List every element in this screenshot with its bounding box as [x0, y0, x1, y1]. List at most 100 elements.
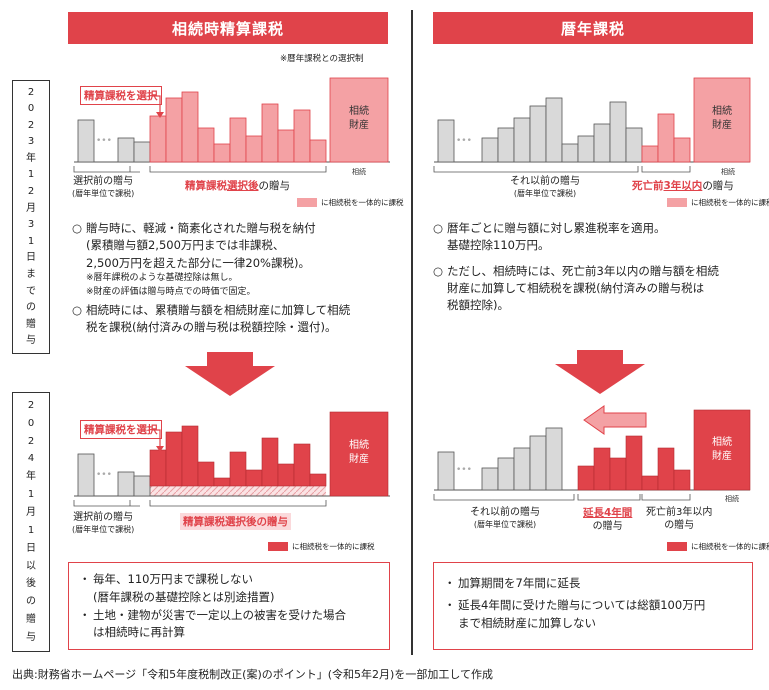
period-2024-char: 2	[27, 435, 35, 447]
header-right: 暦年課税	[433, 12, 753, 44]
bar-gray	[497, 457, 515, 491]
caption-before-top-left: 選択前の贈与 (暦年単位で課税)	[72, 176, 135, 198]
chart-top-right: ••• 相続 財産 相続	[433, 77, 751, 176]
text-top-right: ○ 暦年ごとに贈与額に対し累進税率を適用。 基礎控除110万円。 ○ ただし、相続時に…	[433, 221, 719, 312]
period-2023-char: 日	[26, 252, 36, 264]
period-2024-char: 贈	[26, 614, 36, 626]
estate-label-2: 財産	[349, 118, 369, 131]
bar-gray	[577, 135, 595, 163]
estate-label-1: 相続	[349, 104, 369, 117]
subnote-1: ※暦年課税のような基礎控除は無し。	[86, 272, 238, 283]
period-2023-char: 与	[26, 335, 36, 347]
bar-red	[261, 437, 279, 487]
chart-bottom-left: ••• 相続 財産	[73, 411, 390, 507]
bar-gray	[77, 453, 95, 497]
period-2024-char: 年	[26, 471, 36, 483]
selection-label-top: 精算課税を選択	[80, 86, 162, 105]
info-box-bottom-right: ・加算期間を7年間に延長 ・延長4年間に受けた贈与については総額100万円 まで…	[433, 562, 753, 650]
period-2023-char: 1	[27, 169, 35, 181]
estate-label-2: 財産	[712, 449, 732, 462]
period-2024-char: 4	[27, 453, 35, 465]
down-arrow-left	[185, 352, 275, 396]
period-2023-char: の	[26, 302, 36, 314]
center-divider	[411, 10, 413, 655]
axis-label: 相続	[725, 494, 739, 503]
bar-pink	[181, 91, 199, 163]
period-2023-char: 贈	[26, 318, 36, 330]
bar-gray	[545, 427, 563, 491]
bar-gray	[513, 117, 531, 163]
bar-gray	[561, 143, 579, 163]
period-2023-char: 月	[26, 202, 36, 214]
period-2023-char: 2	[27, 119, 35, 131]
bar-red	[181, 425, 199, 487]
selection-arrow-bottom	[152, 429, 164, 452]
bar-red	[625, 435, 643, 491]
period-2024-char: 1	[27, 489, 35, 501]
period-2023-char: 年	[26, 152, 36, 164]
dots-br: •••	[456, 465, 472, 475]
dots-tr: •••	[456, 136, 472, 146]
bar-pink	[245, 135, 263, 163]
bar-pink	[293, 109, 311, 163]
period-2024-char: 日	[26, 542, 36, 554]
bar-pink	[277, 129, 295, 163]
bar-estate	[329, 77, 389, 163]
bar-red	[165, 431, 183, 487]
note-selection-system: ※暦年課税との選択制	[280, 54, 364, 64]
bar-red	[245, 469, 263, 487]
period-2024-char: 以	[26, 560, 36, 572]
bar-pink	[149, 115, 167, 163]
estate-label-2: 財産	[712, 118, 732, 131]
bar-gray	[437, 119, 455, 163]
caption-three-years-top-right: 死亡前3年以内の贈与	[632, 180, 734, 192]
period-2024-char: 後	[26, 578, 36, 590]
bar-red	[229, 451, 247, 487]
bar-estate	[693, 77, 751, 163]
subnote-2: ※財産の評価は贈与時点での時価で固定。	[86, 286, 256, 297]
bar-gray	[609, 101, 627, 163]
bar-red	[641, 475, 659, 491]
bar-gray	[481, 137, 499, 163]
text-top-left: ○ 贈与時に、軽減・簡素化された贈与税を納付 (累積贈与額2,500万円までは非課…	[72, 220, 402, 336]
period-2024-char: 1	[27, 524, 35, 536]
bar-gray	[513, 447, 531, 491]
bar-red	[609, 457, 627, 491]
bar-red	[309, 473, 327, 487]
selection-label-bottom: 精算課税を選択	[80, 420, 162, 439]
bar-gray	[529, 435, 547, 491]
extension-arrow	[583, 405, 647, 435]
caption-before-top-right: それ以前の贈与 (暦年単位で課税)	[510, 176, 580, 198]
axis-label: 相続	[721, 167, 735, 176]
bar-pink	[229, 117, 247, 163]
down-arrow-right	[555, 350, 645, 394]
bar-red	[673, 469, 691, 491]
bar-red	[593, 447, 611, 491]
dots-bl: •••	[96, 470, 112, 480]
bar-red	[149, 449, 167, 487]
bar-red	[293, 443, 311, 487]
caption-after-bottom-left: 精算課税選択後の贈与	[180, 513, 291, 530]
period-2024-char: 2	[27, 399, 35, 411]
header-left: 相続時精算課税	[68, 12, 388, 44]
estate-label-1: 相続	[712, 104, 732, 117]
period-2024-char: 与	[26, 632, 36, 644]
chart-bottom-right: ••• 相続 財産 相続	[433, 405, 751, 503]
bar-red	[213, 477, 231, 487]
info-box-bottom-left: ・毎年、110万円まで課税しない (暦年課税の基礎控除とは別途措置) ・土地・建…	[68, 562, 390, 650]
bar-gray	[497, 127, 515, 163]
selection-arrow-top	[152, 95, 164, 118]
bar-red	[657, 447, 675, 491]
period-2024-char: 月	[26, 507, 36, 519]
caption-after-top-left: 精算課税選択後の贈与	[185, 180, 290, 192]
legend-top-right: に相続税を一体的に課税	[667, 197, 769, 208]
bar-pink	[673, 137, 691, 163]
period-2023-char: 2	[27, 186, 35, 198]
period-2023-char: 0	[27, 103, 35, 115]
estate-label-1: 相続	[712, 435, 732, 448]
legend-bottom-left: に相続税を一体的に課税	[268, 541, 375, 552]
source-note: 出典:財務省ホームページ「令和5年度税制改正(案)のポイント」(令和5年2月)を…	[12, 668, 493, 681]
period-2023-char: 3	[27, 136, 35, 148]
estate-label-2: 財産	[349, 452, 369, 465]
period-2023-char: 3	[27, 219, 35, 231]
